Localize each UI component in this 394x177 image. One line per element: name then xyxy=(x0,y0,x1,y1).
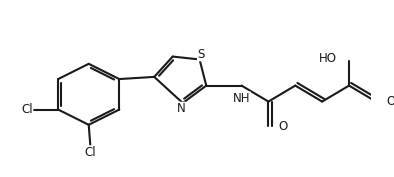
Text: O: O xyxy=(279,120,288,133)
Text: N: N xyxy=(177,102,186,115)
Text: S: S xyxy=(197,48,205,61)
Text: NH: NH xyxy=(233,92,250,105)
Text: HO: HO xyxy=(319,52,337,64)
Text: O: O xyxy=(386,95,394,108)
Text: Cl: Cl xyxy=(85,146,96,159)
Text: Cl: Cl xyxy=(21,103,33,116)
